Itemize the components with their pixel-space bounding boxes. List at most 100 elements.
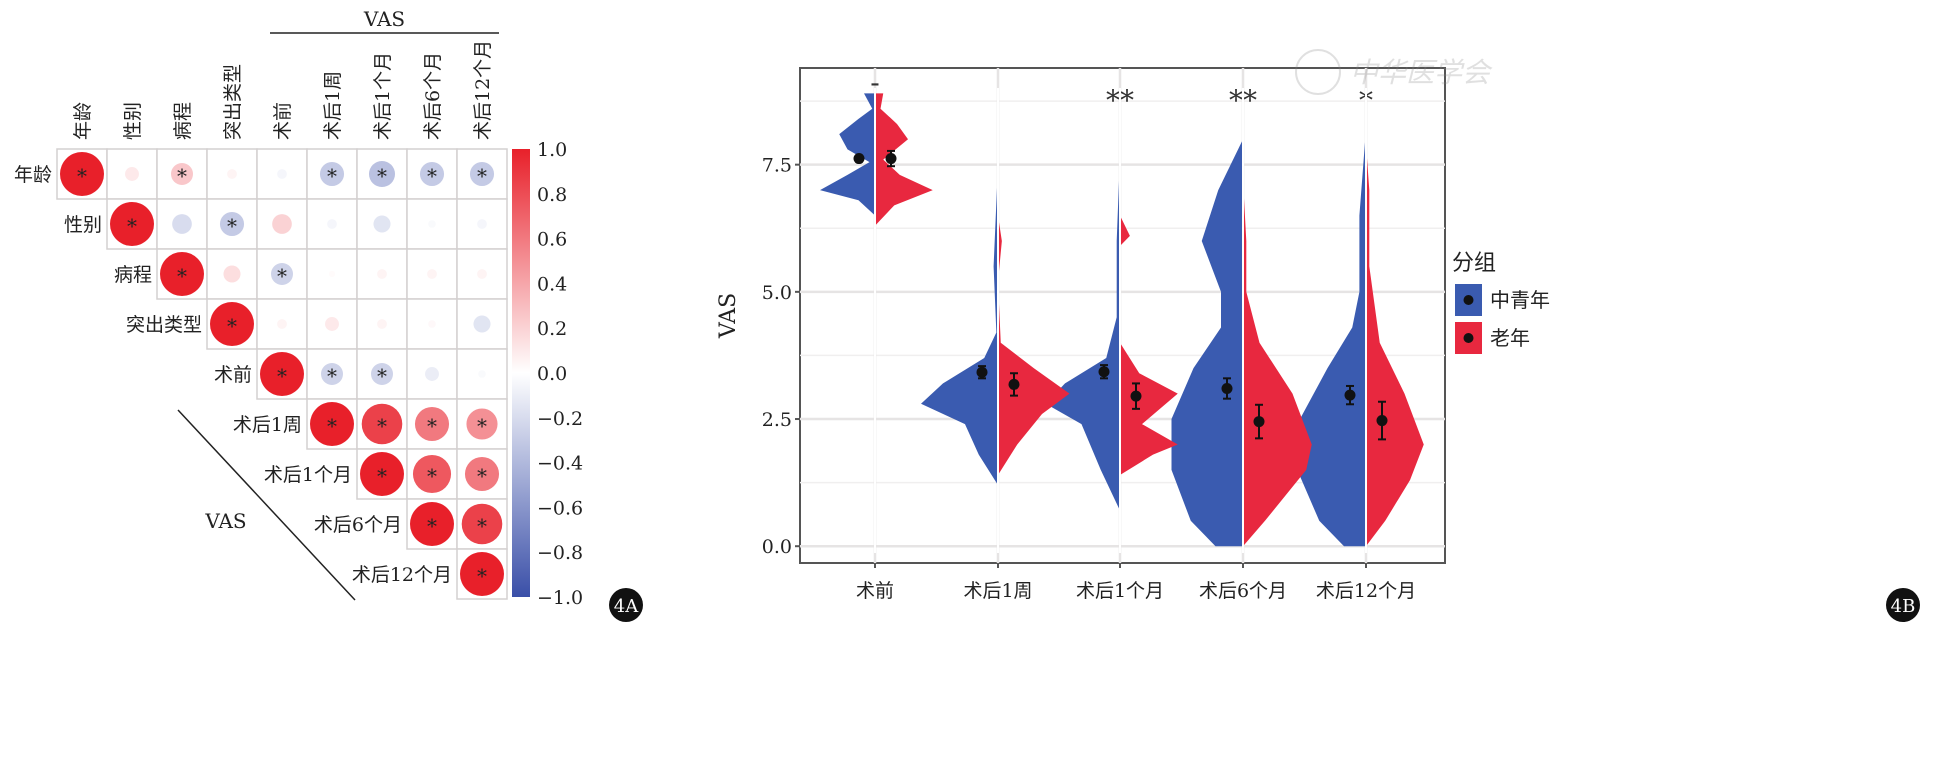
correlation-circle (325, 317, 339, 331)
colorbar-tick-label: −1.0 (537, 587, 583, 609)
correlation-circle (327, 219, 337, 229)
correlation-circle (260, 352, 304, 396)
correlation-circle (377, 319, 387, 329)
violin-half (1243, 179, 1312, 547)
colorbar-tick-label: 0.4 (537, 273, 567, 295)
column-label: 术后6个月 (422, 52, 444, 140)
correlation-circle (412, 454, 452, 494)
violin-half (1171, 139, 1243, 547)
x-tick-label: 术后1周 (963, 580, 1032, 602)
correlation-circle (110, 202, 154, 246)
colorbar-tick-label: −0.4 (537, 453, 583, 475)
watermark-seal-icon (1295, 49, 1341, 95)
correlation-circle (277, 319, 287, 329)
correlation-circle (377, 269, 387, 279)
colorbar-tick-label: −0.2 (537, 408, 583, 430)
significance-mark: * (127, 214, 137, 238)
violin-half (1297, 129, 1366, 547)
colorbar-tick-label: −0.8 (537, 542, 583, 564)
violin-half (1120, 215, 1178, 475)
row-label: 术前 (214, 364, 252, 386)
column-label: 术后1个月 (372, 52, 394, 140)
colorbar-tick-label: 0.2 (537, 318, 567, 340)
mean-point (1008, 378, 1020, 390)
mean-point (885, 153, 897, 165)
y-tick-label: 0.0 (762, 536, 792, 558)
correlation-circle (414, 406, 450, 442)
mean-point (1376, 415, 1388, 427)
significance-mark: * (427, 414, 437, 438)
significance-mark: * (227, 214, 237, 238)
significance-mark: * (377, 464, 387, 488)
correlation-circle (160, 252, 204, 296)
colorbar-tick-label: 0.8 (537, 184, 567, 206)
mean-point (1098, 366, 1110, 378)
colorbar-tick-label: 1.0 (537, 139, 567, 161)
correlation-circle (328, 270, 336, 278)
significance-mark: * (327, 164, 337, 188)
correlation-circle (464, 456, 500, 492)
y-tick-label: 5.0 (762, 282, 792, 304)
correlation-circle (428, 220, 436, 228)
watermark: 中华医学会 (1295, 49, 1493, 95)
significance-mark: * (177, 164, 187, 188)
significance-mark: * (77, 164, 87, 188)
x-tick-label: 术后12个月 (1316, 580, 1416, 602)
significance-mark: * (427, 514, 437, 538)
correlation-circle (425, 367, 439, 381)
violin-half (1045, 154, 1120, 511)
significance-mark: * (427, 464, 437, 488)
column-label: 年龄 (72, 102, 94, 140)
panel-label-a-text: 4A (614, 596, 639, 617)
correlation-circle (310, 402, 354, 446)
violin-half (1366, 144, 1424, 547)
correlation-circle (272, 214, 292, 234)
row-label: 术后1周 (233, 414, 302, 436)
vas-group-diagonal-line (177, 409, 356, 601)
significance-mark: * (277, 264, 287, 288)
panel-label-b: 4B (1886, 588, 1920, 622)
correlation-circle (125, 167, 139, 181)
mean-point (1344, 389, 1356, 401)
significance-mark: * (477, 464, 487, 488)
correlation-circle (321, 363, 343, 385)
y-axis-label: VAS (716, 293, 741, 339)
correlation-circle (227, 169, 237, 179)
column-label: 术后1周 (322, 71, 344, 140)
violin-half (875, 93, 933, 226)
mean-point (853, 153, 865, 165)
significance-mark: * (377, 164, 387, 188)
correlation-circle (172, 214, 192, 234)
column-label: 术前 (272, 102, 294, 140)
mean-point (976, 366, 988, 378)
mean-point (1130, 390, 1142, 402)
significance-mark: * (477, 514, 487, 538)
correlation-circle (319, 161, 345, 187)
correlation-circle (473, 315, 491, 333)
vas-row-group-label: VAS (204, 509, 246, 533)
legend-title: 分组 (1452, 251, 1496, 276)
colorbar-tick-label: 0.6 (537, 229, 567, 251)
significance-mark: * (327, 364, 337, 388)
significance-mark: * (427, 164, 437, 188)
correlation-circle (223, 265, 241, 283)
significance-mark: * (177, 264, 187, 288)
row-label: 术后12个月 (352, 564, 452, 586)
panel-label-a: 4A (609, 588, 643, 622)
significance-mark: * (277, 364, 287, 388)
legend-label: 中青年 (1490, 288, 1550, 312)
correlation-circle (60, 152, 104, 196)
violin-half (820, 93, 875, 216)
legend-label: 老年 (1490, 326, 1530, 350)
correlation-circle (371, 363, 393, 385)
x-tick-label: 术后1个月 (1076, 580, 1164, 602)
column-label: 突出类型 (222, 64, 244, 140)
panel-label-b-text: 4B (1891, 596, 1916, 617)
correlation-circle (427, 269, 437, 279)
significance-mark: * (477, 414, 487, 438)
violin-half (998, 215, 1070, 475)
row-label: 术后1个月 (264, 464, 352, 486)
watermark-text: 中华医学会 (1350, 56, 1493, 89)
correlation-circle (277, 169, 287, 179)
